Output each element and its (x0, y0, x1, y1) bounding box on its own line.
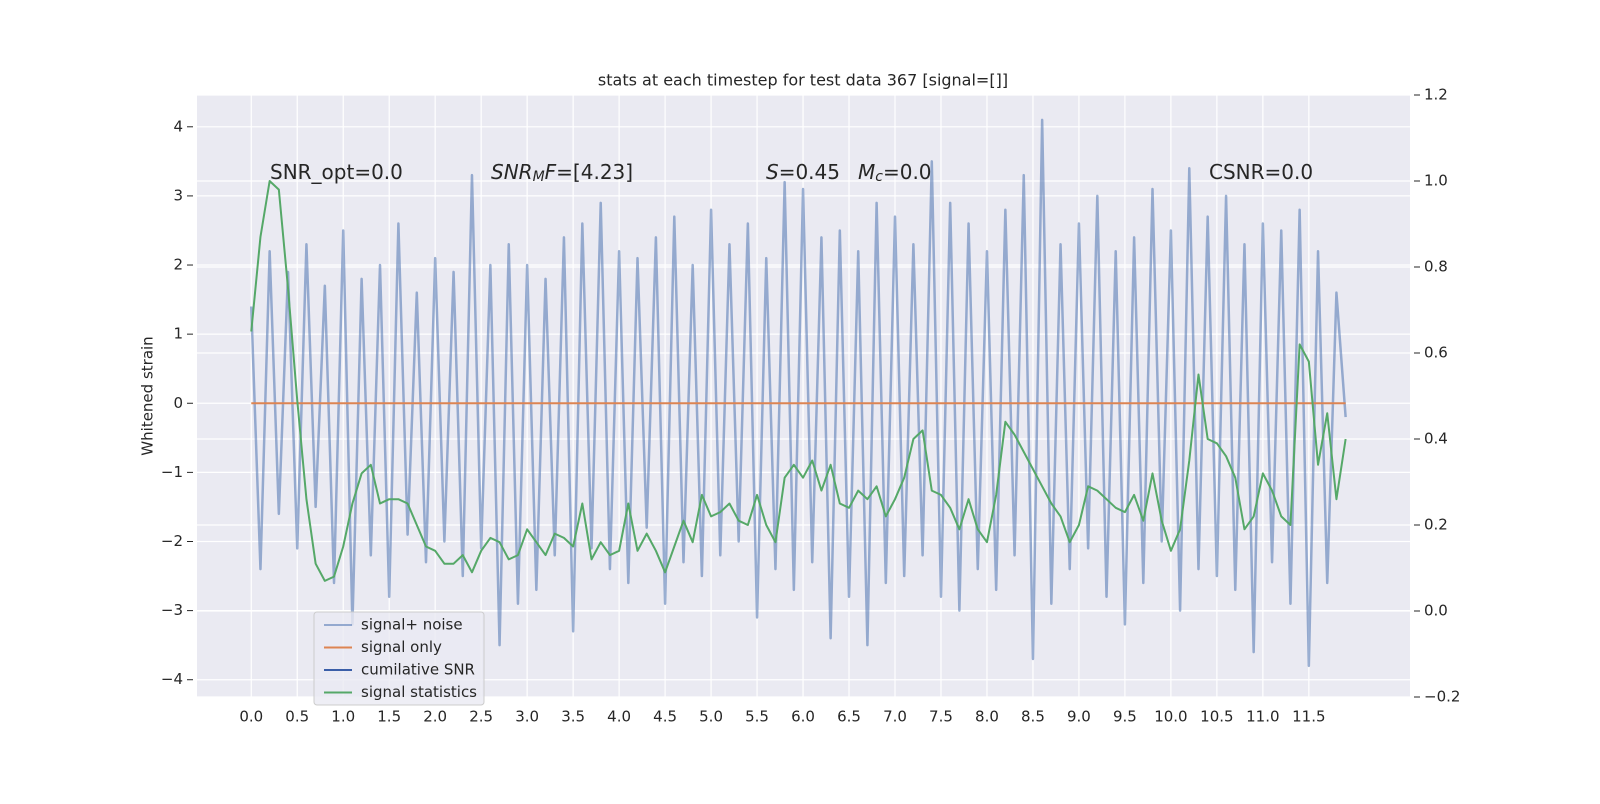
annotation: SNRMF=[4.23] (491, 160, 633, 185)
y-tick-label: −1 (161, 463, 183, 481)
x-tick-label: 0.5 (285, 708, 309, 726)
x-tick-label: 4.5 (653, 708, 677, 726)
x-tick-label: 7.0 (883, 708, 907, 726)
annotation-part: SNR_opt=0.0 (270, 160, 403, 184)
x-tick-label: 3.5 (561, 708, 585, 726)
x-tick-label: 5.0 (699, 708, 723, 726)
annotation-part: F (545, 160, 557, 184)
x-tick-label: 9.5 (1113, 708, 1137, 726)
x-tick-label: 6.0 (791, 708, 815, 726)
annotation-part: M (533, 169, 545, 185)
annotation-part: M (858, 160, 875, 184)
x-tick-label: 8.0 (975, 708, 999, 726)
legend-label: signal only (361, 638, 442, 656)
chart-title: stats at each timestep for test data 367… (598, 71, 1008, 90)
legend-label: cumilative SNR (361, 661, 475, 679)
y-tick-label: −2 (161, 532, 183, 550)
legend-label: signal statistics (361, 683, 477, 701)
x-tick-label: 1.5 (377, 708, 401, 726)
series-line (250, 118, 1347, 668)
annotation: S=0.45 (766, 160, 840, 184)
y-tick-label: 4 (173, 117, 183, 135)
y-tick-label: 2 (173, 256, 183, 274)
series-line (250, 180, 1347, 582)
annotation-part: SNR (491, 160, 533, 184)
y2-tick-label: −0.2 (1424, 688, 1460, 706)
y-tick-label: 0 (173, 394, 183, 412)
y2-tick-label: 1.2 (1424, 86, 1448, 104)
annotation: SNR_opt=0.0 (270, 160, 403, 184)
x-tick-label: 2.0 (423, 708, 447, 726)
x-tick-label: 5.5 (745, 708, 769, 726)
legend-label: signal+ noise (361, 616, 463, 634)
annotation: CSNR=0.0 (1209, 160, 1313, 184)
legend-frame (313, 611, 485, 706)
x-tick-label: 4.0 (607, 708, 631, 726)
y2-tick-label: 0.6 (1424, 344, 1448, 362)
x-tick-label: 10.0 (1154, 708, 1187, 726)
x-tick-label: 11.0 (1246, 708, 1279, 726)
annotation-part: =0.0 (883, 160, 932, 184)
x-tick-label: 2.5 (469, 708, 493, 726)
y2-tick-label: 1.0 (1424, 172, 1448, 190)
y-tick-label: −4 (161, 670, 183, 688)
y-tick-label: 1 (173, 325, 183, 343)
x-tick-label: 9.0 (1067, 708, 1091, 726)
annotation-part: CSNR=0.0 (1209, 160, 1313, 184)
annotation-part: =[4.23] (556, 160, 633, 184)
y2-tick-label: 0.8 (1424, 258, 1448, 276)
x-tick-label: 1.0 (331, 708, 355, 726)
x-tick-label: 3.0 (515, 708, 539, 726)
y-tick-label: −3 (161, 601, 183, 619)
annotation-part: c (875, 169, 883, 185)
x-tick-label: 0.0 (239, 708, 263, 726)
x-tick-label: 6.5 (837, 708, 861, 726)
x-tick-label: 8.5 (1021, 708, 1045, 726)
y2-tick-label: 0.4 (1424, 430, 1448, 448)
x-tick-label: 7.5 (929, 708, 953, 726)
y2-tick-label: 0.2 (1424, 516, 1448, 534)
annotation-part: S (766, 160, 779, 184)
y2-tick-label: 0.0 (1424, 602, 1448, 620)
x-tick-label: 11.5 (1292, 708, 1325, 726)
annotation-part: =0.45 (779, 160, 840, 184)
annotation: Mc=0.0 (858, 160, 932, 185)
x-tick-label: 10.5 (1200, 708, 1233, 726)
y-tick-label: 3 (173, 186, 183, 204)
y-axis-label: Whitened strain (139, 336, 157, 455)
